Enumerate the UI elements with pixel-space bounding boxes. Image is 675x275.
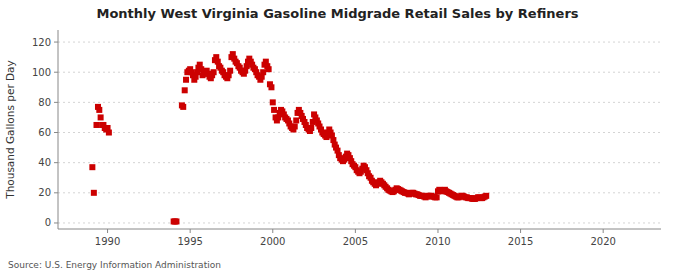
y-tick-label: 100 <box>32 67 51 78</box>
x-tick-label: 2010 <box>425 236 450 247</box>
point <box>308 125 314 131</box>
x-tick <box>603 229 604 233</box>
x-axis-line <box>58 229 661 230</box>
y-tick <box>54 72 58 73</box>
grid-line <box>58 192 661 193</box>
y-tick <box>54 162 58 163</box>
y-tick-label: 20 <box>38 187 51 198</box>
point <box>93 122 99 128</box>
x-tick-label: 2020 <box>590 236 615 247</box>
y-tick-label: 80 <box>38 97 51 108</box>
point <box>183 77 189 83</box>
point <box>180 104 186 110</box>
source-note: Source: U.S. Energy Information Administ… <box>8 260 221 270</box>
grid-line <box>58 102 661 103</box>
y-tick <box>54 132 58 133</box>
point <box>483 193 489 199</box>
point <box>173 218 179 224</box>
point <box>270 99 276 105</box>
x-tick <box>107 229 108 233</box>
point <box>96 107 102 113</box>
x-tick-label: 1995 <box>177 236 202 247</box>
points <box>89 51 489 224</box>
x-tick <box>272 229 273 233</box>
y-tick-label: 120 <box>32 37 51 48</box>
y-axis-line <box>58 30 59 229</box>
grid <box>58 42 661 223</box>
y-tick-label: 60 <box>38 127 51 138</box>
y-tick <box>54 102 58 103</box>
point <box>293 117 299 123</box>
point <box>292 123 298 129</box>
x-tick <box>355 229 356 233</box>
grid-line <box>58 132 661 133</box>
point <box>106 130 112 136</box>
title: Monthly West Virginia Gasoline Midgrade … <box>96 6 578 21</box>
y-tick <box>54 42 58 43</box>
x-tick-label: 1990 <box>95 236 120 247</box>
chart: Monthly West Virginia Gasoline Midgrade … <box>0 0 675 275</box>
x-tick <box>190 229 191 233</box>
point <box>268 84 274 90</box>
x-tick-label: 2005 <box>343 236 368 247</box>
grid-line <box>58 72 661 73</box>
point <box>271 107 277 113</box>
x-tick <box>437 229 438 233</box>
grid-line <box>58 42 661 43</box>
point <box>182 87 188 93</box>
point <box>434 194 440 200</box>
point <box>89 164 95 170</box>
y-tick <box>54 222 58 223</box>
y-axis-label: Thousand Gallons per Day <box>4 60 16 200</box>
grid-line <box>58 162 661 163</box>
point <box>260 69 266 75</box>
y-tick <box>54 192 58 193</box>
x-tick-label: 2000 <box>260 236 285 247</box>
x-tick <box>520 229 521 233</box>
point <box>266 66 272 72</box>
point <box>227 68 233 74</box>
point <box>91 190 97 196</box>
x-tick-label: 2015 <box>508 236 533 247</box>
point <box>211 69 217 75</box>
y-tick-label: 0 <box>45 217 51 228</box>
y-tick-label: 40 <box>38 157 51 168</box>
grid-line <box>58 222 661 223</box>
point <box>98 114 104 120</box>
